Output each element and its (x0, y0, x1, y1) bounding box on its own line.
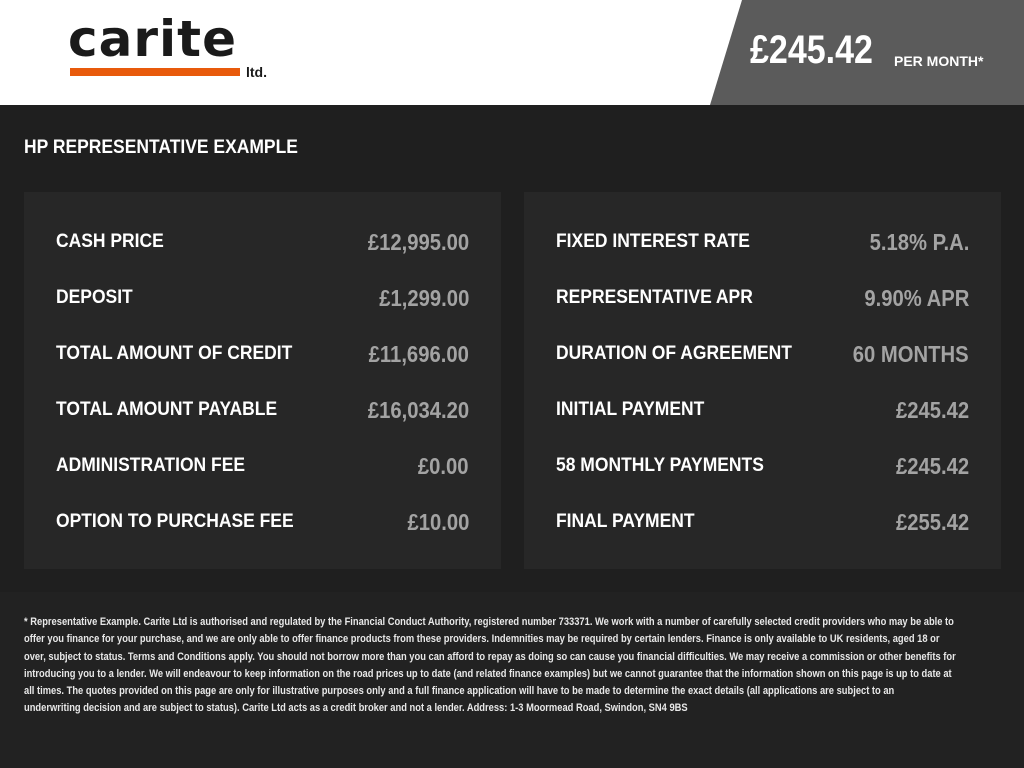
finance-label: FIXED INTEREST RATE (556, 231, 750, 252)
finance-row: 58 MONTHLY PAYMENTS £245.42 (556, 438, 969, 494)
finance-value: £245.42 (895, 452, 969, 479)
finance-row: FINAL PAYMENT £255.42 (556, 494, 969, 550)
finance-label: INITIAL PAYMENT (556, 399, 705, 420)
finance-label: ADMINISTRATION FEE (56, 455, 246, 476)
left-panel: CASH PRICE £12,995.00 DEPOSIT £1,299.00 TOTA… (24, 192, 501, 569)
finance-row: REPRESENTATIVE APR 9.90% APR (556, 270, 969, 326)
logo-underline (70, 68, 240, 76)
finance-value: £1,299.00 (378, 284, 469, 311)
finance-value: £16,034.20 (367, 396, 469, 423)
section-title: HP REPRESENTATIVE EXAMPLE (24, 137, 298, 158)
per-month-label: PER MONTH* (894, 53, 984, 69)
finance-value: 5.18% P.A. (869, 228, 969, 255)
finance-label: REPRESENTATIVE APR (556, 287, 753, 308)
disclaimer-line: all times. The quotes provided on this p… (24, 685, 895, 698)
finance-value: 60 MONTHS (853, 340, 969, 367)
finance-label: DURATION OF AGREEMENT (556, 343, 792, 364)
disclaimer-line: offer you finance for your purchase, and… (24, 633, 940, 646)
finance-row: CASH PRICE £12,995.00 (56, 214, 469, 270)
finance-row: TOTAL AMOUNT OF CREDIT £11,696.00 (56, 326, 469, 382)
disclaimer-line: introducing you to a lender. We will end… (24, 667, 952, 680)
header: carite ltd. £245.42 PER MONTH* (0, 0, 1024, 105)
finance-value: £255.42 (895, 508, 969, 535)
finance-row: ADMINISTRATION FEE £0.00 (56, 438, 469, 494)
finance-label: DEPOSIT (56, 287, 133, 308)
finance-value: £10.00 (407, 508, 469, 535)
finance-row: TOTAL AMOUNT PAYABLE £16,034.20 (56, 382, 469, 438)
monthly-price: £245.42 (750, 28, 873, 72)
finance-label: CASH PRICE (56, 231, 164, 252)
finance-value: £12,995.00 (367, 228, 469, 255)
finance-value: 9.90% APR (864, 284, 969, 311)
logo-text: carite (68, 10, 237, 68)
logo-suffix: ltd. (246, 64, 267, 80)
finance-row: FIXED INTEREST RATE 5.18% P.A. (556, 214, 969, 270)
right-panel: FIXED INTEREST RATE 5.18% P.A. REPRESENTAT… (524, 192, 1001, 569)
disclaimer: * Representative Example. Carite Ltd is … (0, 592, 1024, 768)
finance-row: OPTION TO PURCHASE FEE £10.00 (56, 494, 469, 550)
finance-value: £0.00 (418, 452, 469, 479)
disclaimer-line: * Representative Example. Carite Ltd is … (24, 616, 954, 628)
finance-label: 58 MONTHLY PAYMENTS (556, 455, 764, 476)
finance-value: £245.42 (895, 396, 969, 423)
finance-value: £11,696.00 (368, 340, 469, 367)
finance-row: DURATION OF AGREEMENT 60 MONTHS (556, 326, 969, 382)
finance-label: TOTAL AMOUNT OF CREDIT (56, 343, 293, 364)
finance-label: FINAL PAYMENT (556, 511, 695, 532)
carite-logo: carite ltd. (68, 10, 278, 82)
finance-label: TOTAL AMOUNT PAYABLE (56, 399, 278, 420)
finance-row: INITIAL PAYMENT £245.42 (556, 382, 969, 438)
finance-row: DEPOSIT £1,299.00 (56, 270, 469, 326)
disclaimer-line: over, subject to status. Terms and Condi… (24, 650, 956, 663)
finance-label: OPTION TO PURCHASE FEE (56, 511, 294, 532)
monthly-price-box: £245.42 PER MONTH* (710, 0, 1024, 105)
disclaimer-line: underwriting decision and are subject to… (24, 702, 688, 715)
